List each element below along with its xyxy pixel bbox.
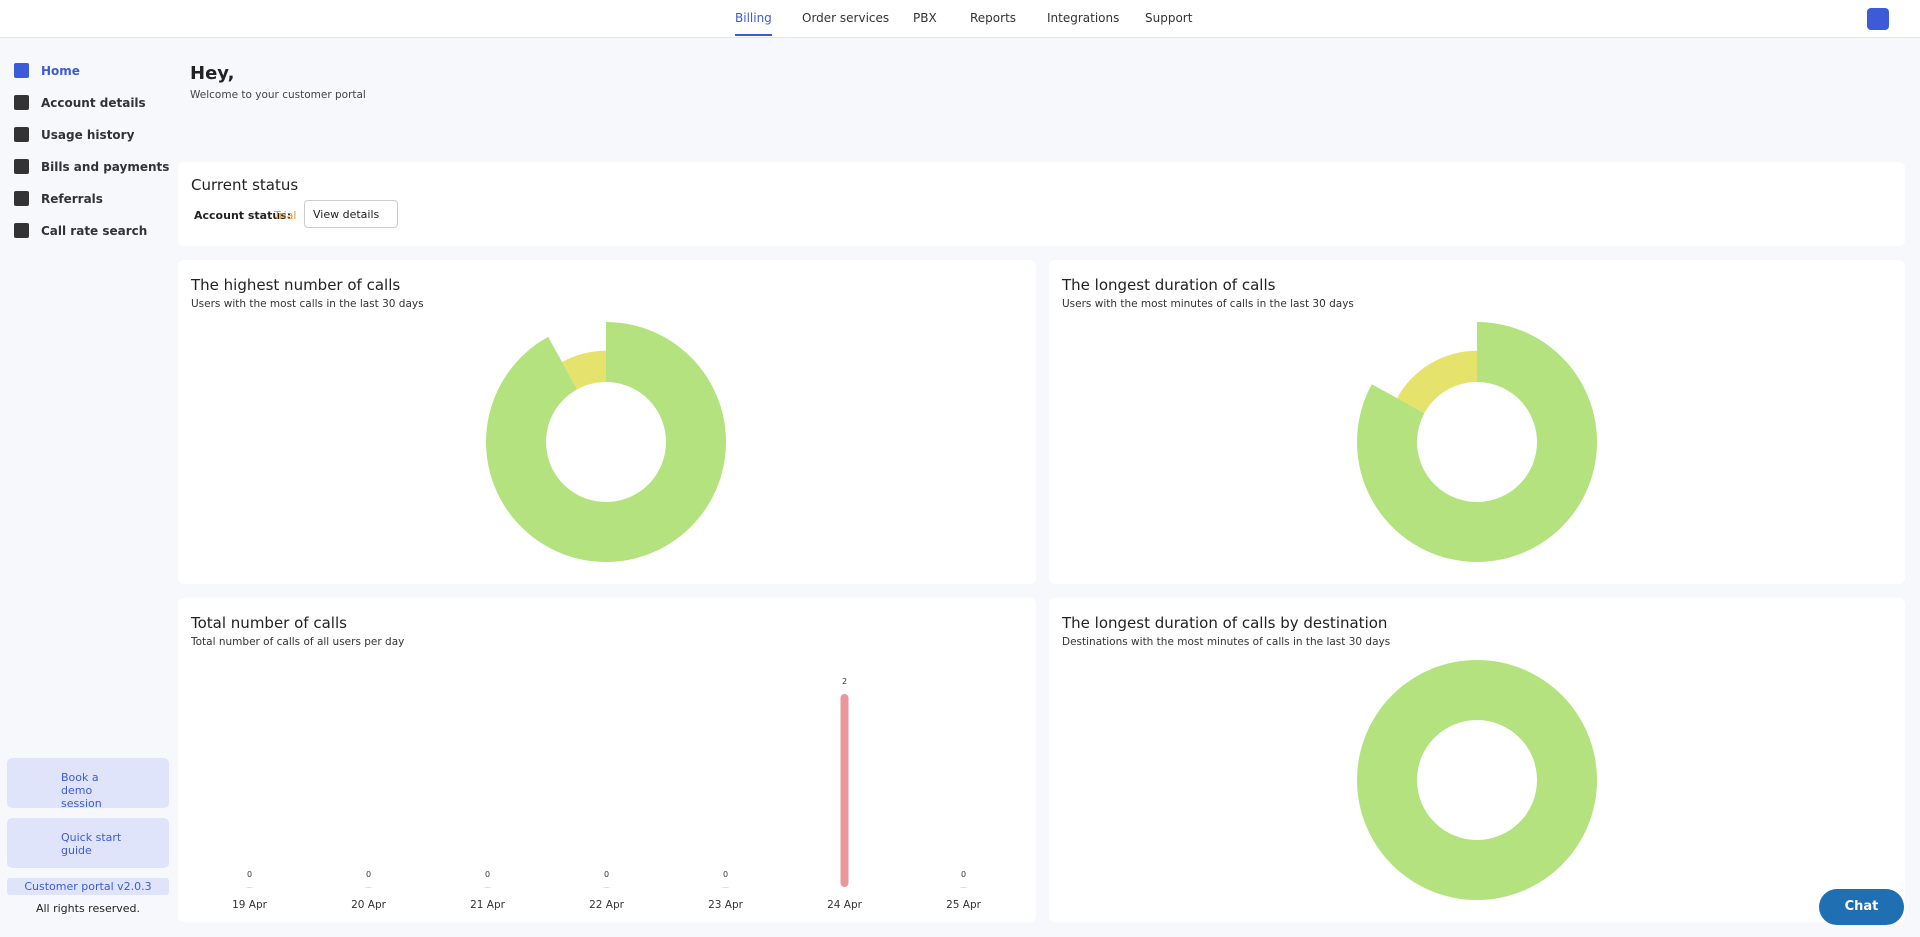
data-label: 0 <box>961 870 966 879</box>
donut-slice <box>1397 350 1477 414</box>
footer: All rights reserved. <box>35 902 141 915</box>
chat-button[interactable]: Chat <box>1819 889 1904 925</box>
chart <box>1357 660 1597 900</box>
chart <box>1357 322 1597 562</box>
side-item[interactable]: Call rate search <box>14 223 147 238</box>
chart-card: The highest number of calls Users with th… <box>178 260 1036 584</box>
nav-item[interactable]: Billing <box>735 11 772 36</box>
side-label: Home <box>41 63 80 78</box>
side-item[interactable]: Usage history <box>14 127 134 142</box>
x-tick-label: 19 Apr <box>232 899 268 911</box>
chart <box>486 322 726 562</box>
data-label: 2 <box>842 677 847 686</box>
chat-label: Chat <box>1844 899 1879 914</box>
side-label: Bills and payments <box>41 159 170 174</box>
chart-card: The longest duration of calls by destina… <box>1049 598 1905 922</box>
data-label: 0 <box>723 870 728 879</box>
bar <box>959 887 968 888</box>
status-label: Account status: <box>194 209 292 222</box>
donut-slice <box>486 322 726 562</box>
x-tick-label: 23 Apr <box>708 899 744 911</box>
x-tick-label: 22 Apr <box>589 899 625 911</box>
side-label: Account details <box>41 95 146 110</box>
icon <box>14 63 29 78</box>
x-tick-label: 25 Apr <box>946 899 982 911</box>
promo-text: Book a demo session <box>61 771 102 810</box>
bar <box>840 694 849 887</box>
side-item[interactable]: Account details <box>14 95 146 110</box>
status-title: Current status <box>191 176 299 194</box>
side-item[interactable]: Referrals <box>14 191 103 206</box>
icon <box>14 191 29 206</box>
chart-title: The highest number of calls <box>191 276 401 294</box>
chart-card: The longest duration of calls Users with … <box>1049 260 1905 584</box>
bar <box>721 887 730 888</box>
side-label: Call rate search <box>41 223 148 238</box>
version: Customer portal v2.0.3 <box>7 878 169 895</box>
greeting-title: Hey, <box>190 63 235 84</box>
nav-item[interactable]: Support <box>1145 11 1193 25</box>
user-avatar[interactable] <box>1867 8 1889 30</box>
view-details-button[interactable]: View details <box>304 200 398 228</box>
side-item[interactable]: Bills and payments <box>14 159 169 174</box>
bar <box>602 887 611 888</box>
button-label: View details <box>313 208 380 221</box>
x-tick-label: 24 Apr <box>827 899 863 911</box>
donut-slice <box>562 350 606 390</box>
promo-card[interactable]: Book a demo session <box>7 758 169 810</box>
chart-subtitle: Users with the most calls in the last 30… <box>191 298 424 310</box>
icon <box>14 127 29 142</box>
chart: 0 19 Apr 0 20 Apr 0 21 Apr 0 22 Apr 0 23 Apr 2 24 A… <box>232 677 982 911</box>
data-label: 0 <box>604 870 609 879</box>
chart-card: Total number of calls Total number of cal… <box>178 598 1036 922</box>
data-label: 0 <box>247 870 252 879</box>
data-label: 0 <box>366 870 371 879</box>
chart-subtitle: Total number of calls of all users per d… <box>191 636 405 648</box>
chart-subtitle: Users with the most minutes of calls in … <box>1062 298 1354 310</box>
nav-item[interactable]: Integrations <box>1047 11 1120 25</box>
side-item[interactable]: Home <box>14 63 80 78</box>
donut-slice <box>1357 322 1597 562</box>
side-label: Referrals <box>41 191 103 206</box>
data-label: 0 <box>485 870 490 879</box>
bar <box>483 887 492 888</box>
greeting-subtitle: Welcome to your customer portal <box>190 89 366 101</box>
nav-item[interactable]: Order services <box>802 11 890 25</box>
promo-text: Quick start guide <box>61 831 122 857</box>
chart-subtitle: Destinations with the most minutes of ca… <box>1062 636 1391 648</box>
x-tick-label: 20 Apr <box>351 899 387 911</box>
donut-slice <box>1357 660 1597 900</box>
side-label: Usage history <box>41 127 135 142</box>
status-card: Current status Account status: Trial Vie… <box>178 162 1905 246</box>
status-value: Trial <box>274 209 297 222</box>
icon <box>14 223 29 238</box>
bar <box>364 887 373 888</box>
nav-item[interactable]: PBX <box>913 11 937 25</box>
icon <box>14 159 29 174</box>
chart-title: The longest duration of calls <box>1062 276 1276 294</box>
x-tick-label: 21 Apr <box>470 899 506 911</box>
top-bar: Billing Order services PBX Reports Integ… <box>0 0 1920 38</box>
promo-card[interactable]: Quick start guide <box>7 818 169 868</box>
nav-item[interactable]: Reports <box>970 11 1017 25</box>
chart-title: The longest duration of calls by destina… <box>1062 614 1388 632</box>
chart-title: Total number of calls <box>191 614 347 632</box>
bar <box>245 887 254 888</box>
icon <box>14 95 29 110</box>
